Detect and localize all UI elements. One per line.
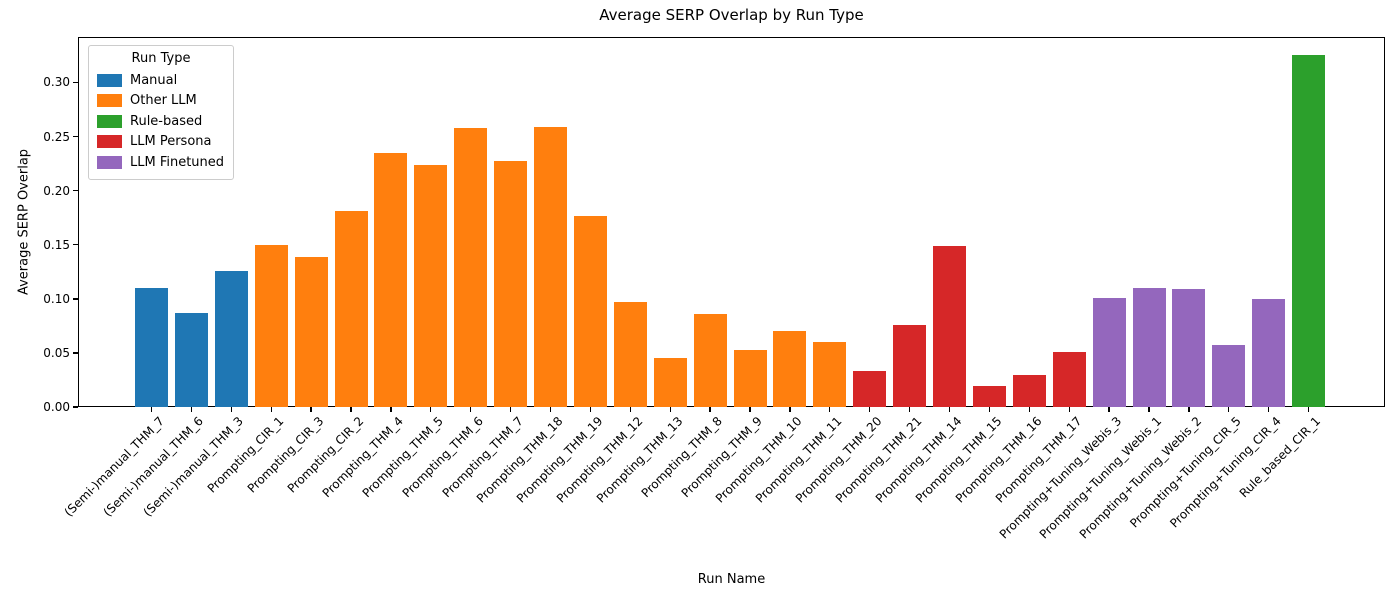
bar bbox=[1212, 345, 1246, 407]
x-tick-mark bbox=[1068, 407, 1070, 412]
x-tick-mark bbox=[749, 407, 751, 412]
legend-row: Manual bbox=[97, 70, 225, 91]
x-tick-mark bbox=[230, 407, 232, 412]
bar bbox=[454, 127, 488, 407]
bar bbox=[653, 358, 687, 407]
bar bbox=[1092, 297, 1126, 407]
y-tick-label: 0.30 bbox=[43, 75, 70, 90]
x-tick-mark bbox=[829, 407, 831, 412]
y-tick-mark bbox=[73, 81, 78, 84]
x-tick-mark bbox=[589, 407, 592, 412]
bar bbox=[813, 342, 847, 407]
y-tick-mark bbox=[73, 244, 78, 246]
legend-label: Other LLM bbox=[130, 93, 197, 109]
x-tick-mark bbox=[709, 407, 711, 412]
bar bbox=[1292, 55, 1326, 407]
x-tick-mark bbox=[988, 407, 991, 412]
bar bbox=[135, 287, 168, 407]
legend-label: Manual bbox=[130, 72, 178, 88]
legend-swatch-rule-based bbox=[97, 114, 122, 128]
x-tick-mark bbox=[1148, 407, 1150, 412]
bar bbox=[1252, 298, 1286, 407]
x-tick-mark bbox=[350, 407, 352, 412]
y-tick-label: 0.00 bbox=[43, 400, 70, 414]
x-tick-mark bbox=[629, 407, 631, 412]
bar bbox=[374, 152, 408, 407]
x-tick-mark bbox=[869, 407, 871, 412]
x-tick-mark bbox=[1307, 407, 1310, 412]
bar bbox=[972, 386, 1006, 407]
bar bbox=[693, 313, 727, 407]
bar bbox=[174, 312, 208, 407]
x-tick-mark bbox=[948, 407, 951, 412]
x-tick-mark bbox=[549, 407, 552, 412]
bar bbox=[1052, 351, 1086, 407]
legend-label: Rule-based bbox=[130, 113, 203, 129]
x-tick-mark bbox=[1228, 407, 1230, 412]
y-tick-label: 0.15 bbox=[43, 237, 70, 252]
legend-swatch-llm-persona bbox=[97, 135, 122, 149]
plot-area bbox=[78, 37, 1385, 407]
y-tick-mark bbox=[73, 406, 78, 408]
x-tick-mark bbox=[1268, 407, 1270, 412]
x-tick-mark bbox=[470, 407, 472, 412]
x-tick-mark bbox=[669, 407, 671, 412]
bar bbox=[494, 161, 528, 407]
x-tick-mark bbox=[310, 407, 312, 412]
x-tick-mark bbox=[390, 407, 392, 412]
y-tick-mark bbox=[73, 189, 78, 192]
x-axis-label: Run Name bbox=[697, 572, 766, 587]
x-tick-mark bbox=[430, 407, 432, 412]
legend-rows: Manual Other LLM Rule-based LLM Persona LLM … bbox=[97, 70, 225, 173]
y-tick-mark bbox=[73, 352, 78, 354]
y-tick-mark bbox=[73, 298, 78, 300]
legend-row: LLM Persona bbox=[97, 132, 225, 153]
legend-swatch-llm-finetuned bbox=[97, 155, 122, 169]
x-tick-mark bbox=[270, 407, 272, 412]
x-tick-mark bbox=[190, 407, 193, 412]
y-tick-label: 0.25 bbox=[43, 129, 70, 144]
bar bbox=[613, 302, 647, 407]
bar bbox=[1012, 374, 1046, 407]
y-tick-mark bbox=[73, 135, 78, 138]
legend-label: LLM Finetuned bbox=[130, 154, 225, 170]
bar bbox=[334, 211, 368, 407]
bar bbox=[254, 244, 288, 407]
bar bbox=[294, 256, 328, 407]
legend-title: Run Type bbox=[131, 51, 191, 66]
legend-row: LLM Finetuned bbox=[97, 152, 225, 173]
bar bbox=[214, 270, 248, 407]
x-tick-mark bbox=[1188, 407, 1190, 412]
bar bbox=[933, 245, 966, 407]
bar bbox=[534, 126, 567, 407]
bar bbox=[773, 331, 807, 407]
y-tick-label: 0.05 bbox=[43, 345, 70, 360]
x-tick-mark bbox=[1108, 407, 1110, 412]
bar bbox=[733, 349, 767, 407]
x-tick-mark bbox=[789, 407, 791, 412]
x-tick-mark bbox=[1028, 407, 1030, 412]
y-tick-label: 0.10 bbox=[43, 291, 70, 306]
bar bbox=[573, 215, 607, 407]
legend-row: Other LLM bbox=[97, 91, 225, 112]
legend-label: LLM Persona bbox=[130, 134, 212, 150]
x-tick-mark bbox=[908, 407, 911, 412]
legend-row: Rule-based bbox=[97, 111, 225, 132]
legend-swatch-other-llm bbox=[97, 94, 122, 108]
bar bbox=[1132, 287, 1166, 407]
y-axis-label: Average SERP Overlap bbox=[16, 148, 32, 296]
bar bbox=[414, 164, 448, 407]
x-tick-mark bbox=[150, 407, 153, 412]
y-tick-label: 0.20 bbox=[43, 183, 70, 198]
bar bbox=[853, 371, 887, 407]
bar bbox=[893, 324, 927, 407]
bar bbox=[1172, 289, 1206, 407]
x-tick-mark bbox=[509, 407, 512, 412]
chart-title: Average SERP Overlap by Run Type bbox=[599, 6, 864, 24]
legend-swatch-manual bbox=[97, 73, 122, 87]
legend: Run Type Manual Other LLM Rule-based LLM Pe… bbox=[88, 45, 234, 180]
